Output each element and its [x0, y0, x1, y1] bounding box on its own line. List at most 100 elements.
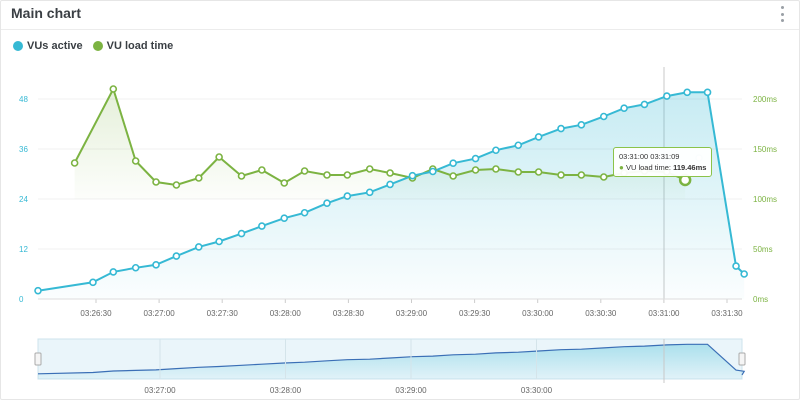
y-left-tick-label: 24 — [19, 195, 28, 204]
point-vu-load-time — [449, 172, 457, 180]
y-left-tick-label: 36 — [19, 145, 28, 154]
point-vu-load-time — [557, 171, 565, 179]
navigator-tick-label: 03:28:00 — [270, 386, 302, 395]
point-vu-load-time — [280, 179, 289, 187]
x-tick-label: 03:29:00 — [396, 309, 428, 318]
legend-marker-icon — [13, 41, 23, 51]
navigator-area — [38, 344, 745, 379]
point-vu-load-time — [365, 165, 374, 173]
x-tick-label: 03:31:30 — [711, 309, 743, 318]
point-vus-active — [683, 88, 691, 97]
point-vu-load-time — [70, 159, 79, 167]
tooltip-value: 119.46ms — [673, 163, 707, 172]
point-vu-load-time — [172, 181, 181, 189]
navigator-left-handle[interactable] — [34, 352, 42, 366]
legend-marker-icon — [92, 41, 103, 51]
tooltip: 03:31:00 03:31:09 ● VU load time: 119.46… — [613, 147, 713, 177]
y-left-tick-label: 12 — [19, 245, 28, 254]
point-vus-active — [89, 278, 97, 287]
point-vu-load-time — [323, 171, 331, 179]
point-vus-active — [577, 121, 586, 129]
point-vus-active — [663, 92, 671, 100]
area-vu-load-time — [74, 89, 686, 199]
series-areas — [38, 89, 745, 299]
chart-axes: 0 12 24 36 48 0ms 50ms 100ms 150ms 200ms 03:26:30 0… — [19, 95, 777, 318]
chart-legend: VUs active VU load time — [13, 40, 173, 52]
point-vu-load-time — [492, 165, 500, 173]
x-tick-label: 03:30:00 — [522, 309, 554, 318]
point-vus-active — [280, 214, 289, 222]
point-vus-active — [449, 159, 457, 167]
legend-label: VU load time — [106, 40, 174, 52]
point-vus-active — [703, 88, 712, 97]
y-right-tick-label: 100ms — [753, 195, 777, 204]
chart-title: Main chart — [11, 5, 82, 21]
point-vus-active — [620, 104, 628, 112]
point-vus-active — [732, 262, 740, 270]
point-vu-load-time — [599, 173, 608, 181]
point-vu-load-time — [386, 169, 394, 177]
point-vus-active — [429, 167, 437, 176]
point-vu-load-time — [471, 166, 480, 174]
point-vu-load-time — [258, 166, 266, 174]
point-vus-active — [323, 199, 331, 207]
point-vus-active — [215, 237, 223, 246]
y-right-tick-label: 150ms — [753, 145, 777, 154]
x-tick-label: 03:29:30 — [459, 309, 491, 318]
x-tick-label: 03:30:30 — [585, 309, 617, 318]
point-vus-active — [492, 146, 500, 155]
navigator-tick-label: 03:30:00 — [521, 386, 553, 395]
y-right-tick-label: 200ms — [753, 95, 777, 104]
point-vus-active — [34, 286, 42, 295]
navigator-right-handle[interactable] — [738, 352, 746, 366]
x-tick-label: 03:31:00 — [648, 309, 680, 318]
y-left-tick-label: 0 — [19, 295, 24, 304]
point-vu-load-time — [534, 168, 543, 176]
tooltip-series: VU load time: — [625, 163, 671, 172]
point-vu-load-time — [194, 174, 203, 182]
point-vus-active — [172, 252, 181, 260]
legend-item-vus-active[interactable]: VUs active — [13, 40, 83, 52]
point-vus-active — [343, 192, 352, 200]
point-vu-load-time — [237, 172, 246, 180]
x-tick-label: 03:26:30 — [80, 309, 112, 318]
point-vu-load-time — [343, 171, 352, 179]
point-vu-load-time — [577, 171, 586, 179]
point-vus-active — [194, 243, 203, 251]
point-vus-active — [109, 268, 118, 276]
legend-label: VUs active — [27, 40, 83, 52]
legend-item-vu-load-time[interactable]: VU load time — [92, 40, 174, 52]
x-tick-label: 03:27:30 — [207, 309, 239, 318]
point-vus-active — [557, 124, 565, 133]
navigator-tick-label: 03:27:00 — [144, 386, 176, 395]
point-vus-active — [258, 222, 266, 230]
point-vu-load-time — [300, 167, 309, 175]
chart-header: Main chart — [1, 1, 799, 30]
navigator-tick-label: 03:29:00 — [395, 386, 427, 395]
point-vus-active — [534, 133, 543, 141]
point-vus-active — [740, 270, 748, 278]
point-vu-load-time — [152, 178, 160, 186]
y-right-tick-label: 50ms — [753, 245, 773, 254]
point-vus-active — [131, 263, 140, 272]
more-options-icon[interactable] — [781, 6, 785, 22]
point-vus-active — [237, 229, 246, 238]
tooltip-row: ● VU load time: 119.46ms — [619, 162, 706, 173]
point-vus-active — [152, 261, 160, 269]
point-vus-active — [365, 188, 374, 197]
point-vu-load-time — [109, 85, 118, 93]
point-vus-active — [408, 171, 417, 180]
x-tick-label: 03:28:30 — [333, 309, 365, 318]
point-vu-load-time — [514, 168, 523, 176]
point-vus-active — [514, 141, 523, 150]
point-vu-load-time — [215, 153, 223, 161]
point-vus-active — [386, 180, 394, 189]
point-vus-active — [599, 112, 608, 121]
point-vus-active — [640, 100, 649, 109]
point-vus-active — [471, 154, 480, 163]
point-vu-load-time — [131, 157, 140, 165]
x-tick-label: 03:28:00 — [270, 309, 302, 318]
navigator[interactable]: 03:27:00 03:28:00 03:29:00 03:30:00 — [34, 338, 746, 395]
navigator-line — [37, 343, 746, 376]
